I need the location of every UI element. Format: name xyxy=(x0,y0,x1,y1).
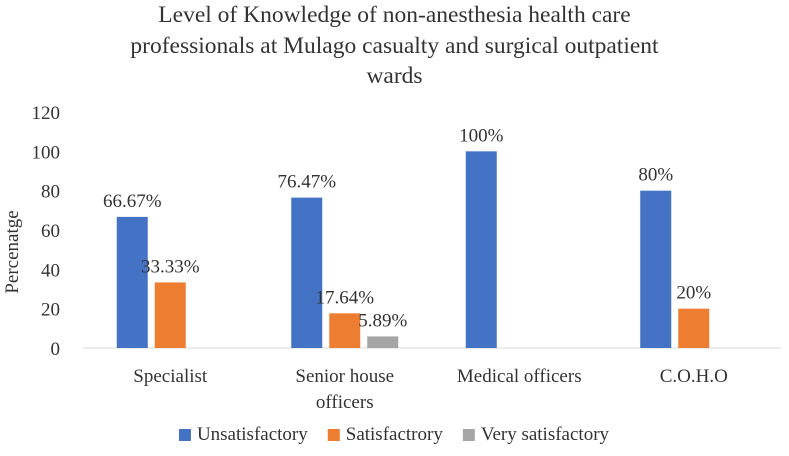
data-label: 80% xyxy=(638,165,673,186)
category-label: officers xyxy=(316,392,374,413)
y-tick-label: 100 xyxy=(32,142,61,163)
y-tick-label: 120 xyxy=(32,103,61,124)
bar xyxy=(116,216,148,348)
y-tick-label: 60 xyxy=(41,221,60,242)
bar xyxy=(367,336,399,348)
chart-title-line-2: professionals at Mulago casualty and sur… xyxy=(130,33,659,59)
y-tick-label: 80 xyxy=(41,182,60,203)
data-label: 17.64% xyxy=(315,287,374,308)
category-label: C.O.H.O xyxy=(660,366,728,387)
data-label: 100% xyxy=(459,125,504,146)
data-label: 5.89% xyxy=(358,310,407,331)
legend-label: Very satisfactory xyxy=(481,424,610,445)
legend-swatch xyxy=(178,429,191,441)
bar xyxy=(154,282,186,348)
bar xyxy=(640,190,672,348)
y-tick-label: 40 xyxy=(41,260,60,281)
y-tick-label: 0 xyxy=(51,339,61,360)
legend-label: Unsatisfactory xyxy=(197,424,308,445)
data-label: 33.33% xyxy=(141,256,200,277)
y-tick-label: 20 xyxy=(41,300,60,321)
data-label: 66.67% xyxy=(103,191,162,212)
legend-swatch xyxy=(462,429,475,441)
legend-label: Satisfactrory xyxy=(346,424,444,445)
bar xyxy=(678,308,710,348)
category-label: Specialist xyxy=(133,366,208,387)
bar xyxy=(291,197,323,348)
chart-title-line-3: wards xyxy=(366,63,423,89)
chart-title-line-1: Level of Knowledge of non-anesthesia hea… xyxy=(158,2,631,28)
category-label: Senior house xyxy=(295,366,394,387)
category-label: Medical officers xyxy=(457,366,582,387)
bar xyxy=(329,313,361,348)
data-label: 76.47% xyxy=(277,172,336,193)
bar xyxy=(465,151,497,348)
y-axis-label: Percenatge xyxy=(2,210,23,293)
data-label: 20% xyxy=(676,283,711,304)
legend-swatch xyxy=(327,429,340,441)
